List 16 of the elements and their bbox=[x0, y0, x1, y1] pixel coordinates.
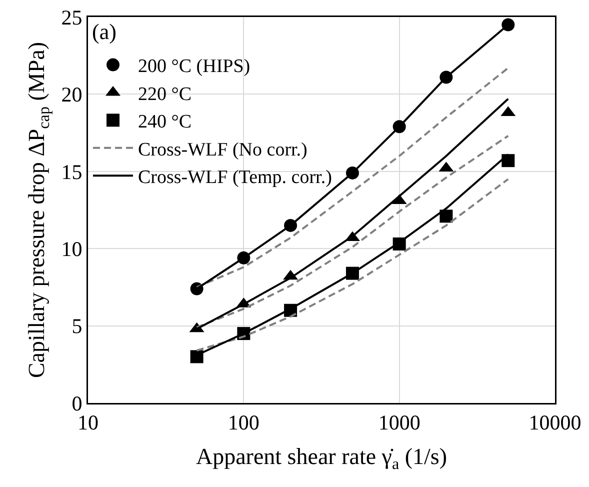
y-tick-label: 10 bbox=[61, 236, 82, 261]
x-axis-title: Apparent shear rate γ̇$_{a}$ (1/s) bbox=[196, 444, 448, 473]
y-tick-label: 0 bbox=[72, 391, 82, 416]
y-tick-label: 25 bbox=[61, 5, 82, 30]
legend-label: Cross-WLF (No corr.) bbox=[138, 139, 308, 160]
legend-label: 220 °C bbox=[138, 84, 192, 105]
annotation: (a) bbox=[92, 19, 116, 44]
legend-label: 240 °C bbox=[138, 112, 192, 133]
y-tick-label: 20 bbox=[61, 82, 82, 107]
legend-label: 200 °C (HIPS) bbox=[138, 56, 250, 78]
x-tick-label: 1000 bbox=[378, 410, 420, 435]
y-tick-label: 15 bbox=[61, 160, 82, 184]
legend-label: Cross-WLF (Temp. corr.) bbox=[138, 167, 332, 188]
x-tick-label: 10000 bbox=[528, 410, 582, 435]
x-tick-label: 100 bbox=[228, 410, 260, 435]
y-tick-label: 5 bbox=[72, 314, 82, 338]
